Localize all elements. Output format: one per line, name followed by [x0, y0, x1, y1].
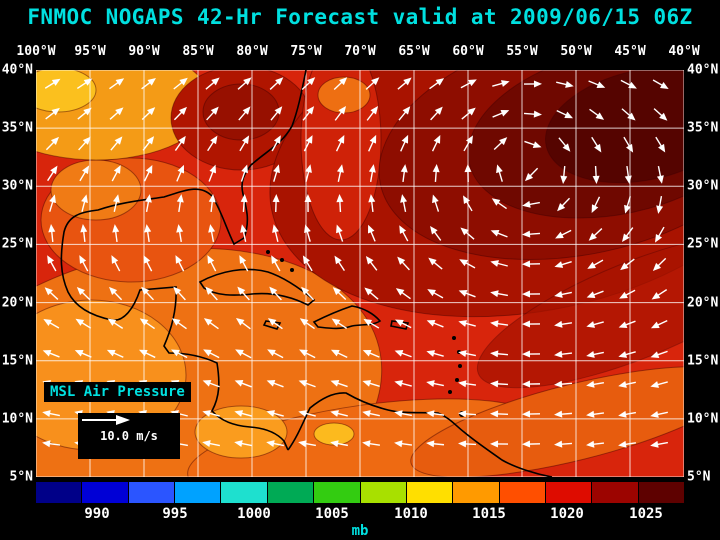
colorbar-tick-labels: 990 995 1000 1005 1010 1015 1020 1025 — [36, 506, 684, 522]
colorbar-tick-label: 1015 — [472, 506, 506, 522]
colorbar-segment — [406, 482, 454, 503]
lat-label: 20°N — [1, 295, 33, 311]
lon-label: 80°W — [236, 44, 268, 59]
lon-label: 65°W — [398, 44, 430, 59]
page-title: FNMOC NOGAPS 42-Hr Forecast valid at 200… — [27, 5, 693, 29]
colorbar-tick-label: 1020 — [550, 506, 584, 522]
lon-label: 55°W — [506, 44, 538, 59]
vector-scale-arrow-icon — [82, 415, 130, 425]
colorbar-segment — [175, 482, 222, 503]
colorbar-tick-label: 995 — [162, 506, 188, 522]
lon-label: 45°W — [614, 44, 646, 59]
lat-label: 5°N — [687, 469, 711, 485]
colorbar-tick-label: 1000 — [237, 506, 271, 522]
colorbar-tick-label: 1010 — [394, 506, 428, 522]
pressure-contour-field — [36, 70, 684, 477]
colorbar-segment — [545, 482, 593, 503]
colorbar-segment — [221, 482, 268, 503]
colorbar-tick-label: 1005 — [315, 506, 349, 522]
lon-label: 100°W — [16, 44, 56, 59]
lon-label: 50°W — [560, 44, 592, 59]
lat-label: 15°N — [687, 353, 719, 369]
colorbar-segment — [360, 482, 407, 503]
lat-label: 30°N — [687, 178, 719, 194]
lon-label: 40°W — [668, 44, 700, 59]
colorbar-unit-label: mb — [351, 523, 369, 539]
lat-label: 10°N — [687, 411, 719, 427]
lon-label: 60°W — [452, 44, 484, 59]
lat-label: 35°N — [687, 120, 719, 136]
lat-label: 20°N — [687, 295, 719, 311]
lon-label: 90°W — [128, 44, 160, 59]
lat-label: 30°N — [1, 178, 33, 194]
lat-label: 5°N — [9, 469, 33, 485]
lon-label: 70°W — [344, 44, 376, 59]
field-label: MSL Air Pressure — [44, 382, 191, 402]
lat-label: 15°N — [1, 353, 33, 369]
lon-label: 95°W — [74, 44, 106, 59]
lon-label: 75°W — [290, 44, 322, 59]
colorbar-segment — [314, 482, 361, 503]
vector-scale-label: 10.0 m/s — [100, 429, 158, 443]
colorbar-segment — [128, 482, 176, 503]
colorbar-segment — [592, 482, 639, 503]
lat-label: 25°N — [687, 236, 719, 252]
colorbar-segment — [267, 482, 315, 503]
vector-scale-box: 10.0 m/s — [78, 413, 180, 459]
lat-label: 35°N — [1, 120, 33, 136]
colorbar-segment — [638, 482, 685, 503]
lat-label: 40°N — [1, 62, 33, 78]
colorbar-segment — [82, 482, 129, 503]
colorbar-tick-label: 1025 — [629, 506, 663, 522]
colorbar-segment — [453, 482, 500, 503]
contour-shading — [36, 70, 684, 477]
lat-label: 10°N — [1, 411, 33, 427]
colorbar-segment — [499, 482, 546, 503]
colorbar — [36, 482, 685, 503]
lat-label: 40°N — [687, 62, 719, 78]
map-canvas: MSL Air Pressure 10.0 m/s — [36, 70, 684, 477]
lon-label: 85°W — [182, 44, 214, 59]
lat-label: 25°N — [1, 236, 33, 252]
colorbar-tick-label: 990 — [84, 506, 110, 522]
wind-vector-arrows — [42, 77, 669, 448]
colorbar-segment — [36, 482, 83, 503]
